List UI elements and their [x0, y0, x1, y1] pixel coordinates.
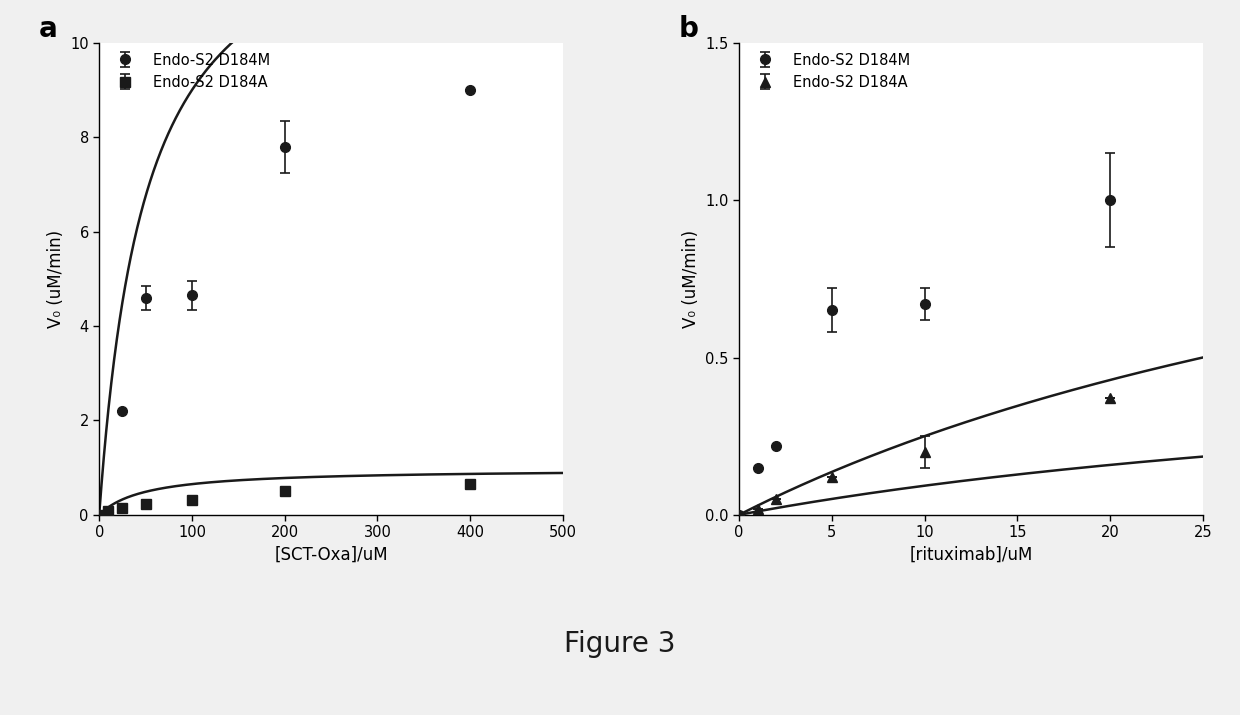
X-axis label: [rituximab]/uM: [rituximab]/uM [909, 546, 1033, 563]
Y-axis label: V₀ (uM/min): V₀ (uM/min) [47, 230, 64, 328]
Text: b: b [678, 14, 698, 43]
X-axis label: [SCT-Oxa]/uM: [SCT-Oxa]/uM [274, 546, 388, 563]
Text: a: a [38, 14, 58, 43]
Text: Figure 3: Figure 3 [564, 629, 676, 658]
Legend: Endo-S2 D184M, Endo-S2 D184A: Endo-S2 D184M, Endo-S2 D184A [746, 50, 913, 94]
Legend: Endo-S2 D184M, Endo-S2 D184A: Endo-S2 D184M, Endo-S2 D184A [107, 50, 273, 94]
Y-axis label: V₀ (uM/min): V₀ (uM/min) [682, 230, 699, 328]
